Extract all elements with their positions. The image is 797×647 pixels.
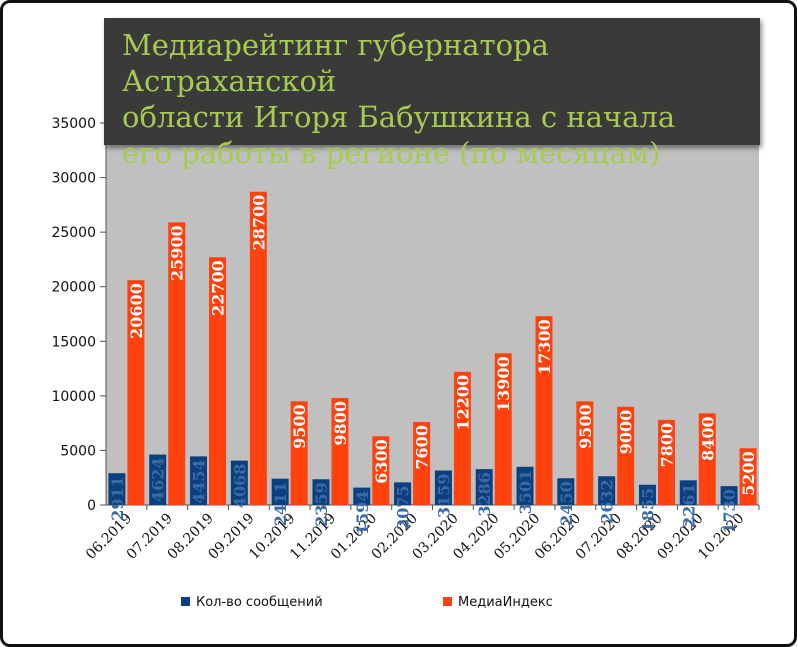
data-label: 9500 xyxy=(576,404,595,449)
data-label: 4454 xyxy=(190,459,209,504)
y-tick-label: 20000 xyxy=(51,280,96,296)
bar xyxy=(720,486,738,505)
bar xyxy=(475,469,493,505)
data-label: 9500 xyxy=(290,404,309,449)
legend-label: МедиаИндекс xyxy=(458,595,553,610)
bar xyxy=(249,191,267,505)
bar xyxy=(312,479,330,505)
bar-chart: 0500010000150002000025000300003500006.20… xyxy=(51,116,760,563)
bar xyxy=(535,316,553,505)
y-tick-label: 25000 xyxy=(51,225,96,241)
bar xyxy=(413,422,431,505)
bar xyxy=(108,473,126,505)
data-label: 1730 xyxy=(720,489,739,534)
data-label: 1594 xyxy=(353,491,372,536)
legend-swatch xyxy=(443,597,452,606)
bar xyxy=(698,413,716,505)
legend-swatch xyxy=(181,597,190,606)
bar xyxy=(516,466,534,505)
title-banner: Медиарейтинг губернатора Астраханской об… xyxy=(104,18,760,170)
data-label: 2911 xyxy=(108,476,127,521)
y-tick-label: 10000 xyxy=(51,389,96,405)
data-label: 2632 xyxy=(598,479,617,524)
data-label: 17300 xyxy=(535,319,554,375)
data-label: 9800 xyxy=(331,401,350,446)
bar xyxy=(394,482,412,505)
data-label: 5200 xyxy=(739,451,758,496)
legend-item-media-index: МедиаИндекс xyxy=(443,595,553,610)
bar xyxy=(372,436,390,505)
chart-title-line: Медиарейтинг губернатора Астраханской xyxy=(122,28,549,98)
data-label: 28700 xyxy=(249,195,268,251)
bar xyxy=(557,478,575,505)
data-label: 22700 xyxy=(209,260,228,316)
data-label: 20600 xyxy=(127,283,146,339)
bar xyxy=(657,419,675,505)
bar xyxy=(739,448,757,505)
bar xyxy=(494,353,512,505)
data-label: 13900 xyxy=(494,356,513,412)
y-tick-label: 30000 xyxy=(51,171,96,187)
data-label: 7600 xyxy=(413,425,432,470)
data-label: 4068 xyxy=(230,464,249,509)
data-label: 25900 xyxy=(168,225,187,281)
bar xyxy=(230,460,248,505)
bar xyxy=(617,406,635,505)
legend-label: Кол-во сообщений xyxy=(196,595,323,610)
y-tick-label: 0 xyxy=(87,498,96,514)
bar xyxy=(679,480,697,505)
data-label: 2411 xyxy=(271,482,290,527)
bar xyxy=(434,470,452,505)
bar xyxy=(331,398,349,505)
data-label: 3286 xyxy=(475,472,494,517)
bar xyxy=(149,454,167,505)
bar xyxy=(353,487,371,505)
y-tick-label: 35000 xyxy=(51,116,96,132)
bar xyxy=(453,371,471,505)
bar xyxy=(598,476,616,505)
data-label: 3159 xyxy=(434,474,453,519)
data-label: 2075 xyxy=(394,485,413,530)
bar xyxy=(168,222,186,505)
data-label: 12200 xyxy=(453,375,472,431)
data-label: 9000 xyxy=(617,410,636,455)
legend-item-messages: Кол-во сообщений xyxy=(181,595,323,610)
data-label: 7800 xyxy=(657,423,676,468)
bar xyxy=(576,401,594,505)
bar xyxy=(271,478,289,505)
chart-title-line: его работы в регионе (по месяцам) xyxy=(122,136,661,170)
data-label: 2359 xyxy=(312,482,331,527)
bar xyxy=(190,456,208,505)
data-label: 8400 xyxy=(698,416,717,461)
chart-title: Медиарейтинг губернатора Астраханской об… xyxy=(122,27,752,171)
bar xyxy=(290,401,308,505)
data-label: 2261 xyxy=(679,483,698,528)
bar xyxy=(127,280,145,505)
data-label: 1855 xyxy=(638,488,657,533)
chart-title-line: области Игоря Бабушкина с начала xyxy=(122,100,676,134)
data-label: 3501 xyxy=(516,470,535,515)
y-tick-label: 5000 xyxy=(60,443,96,459)
y-tick-label: 15000 xyxy=(51,334,96,350)
data-label: 6300 xyxy=(372,439,391,484)
data-label: 2450 xyxy=(557,481,576,526)
data-label: 4624 xyxy=(149,458,168,503)
bar xyxy=(638,484,656,505)
bar xyxy=(209,257,227,505)
